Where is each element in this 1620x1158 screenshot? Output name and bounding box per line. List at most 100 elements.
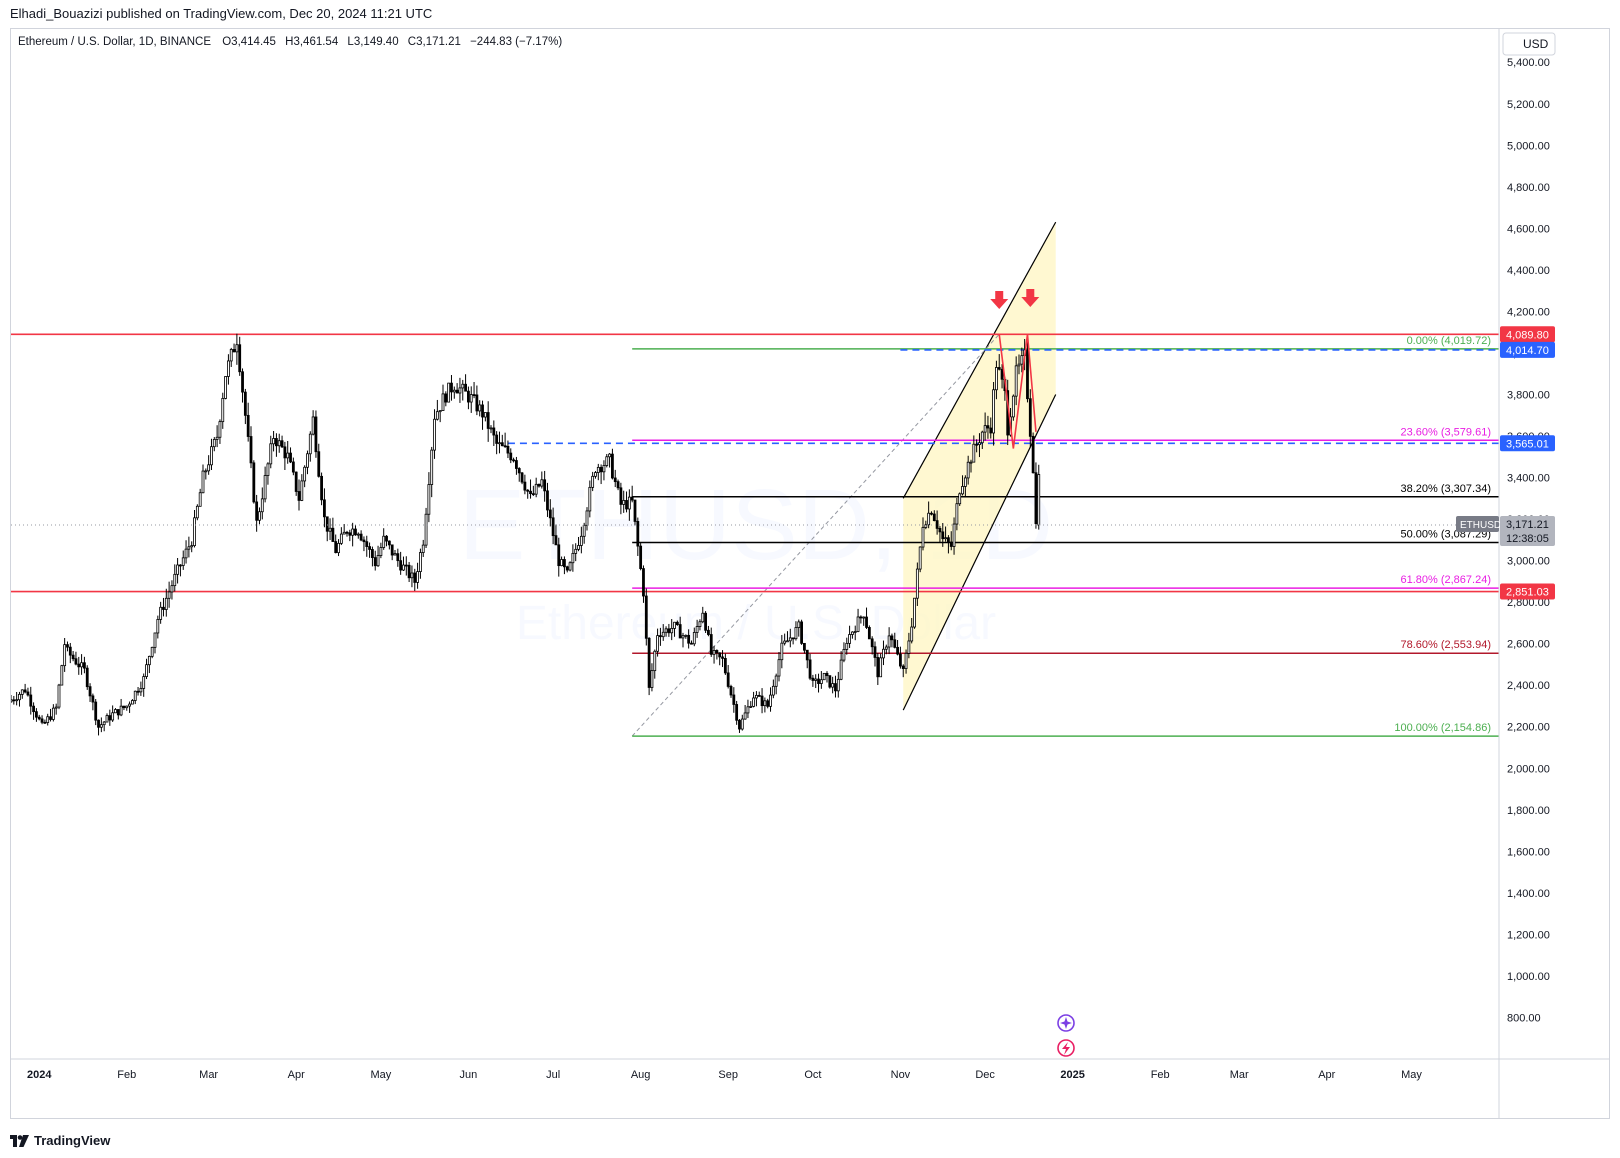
fib-close-paren: ) <box>1487 574 1491 586</box>
candle-body <box>60 665 64 686</box>
candle-body <box>757 694 761 697</box>
candle-body <box>924 524 928 528</box>
candle-body <box>540 479 544 487</box>
candle-body <box>819 679 823 684</box>
lightning-icon[interactable] <box>1057 1039 1075 1057</box>
candle-body <box>814 678 818 681</box>
candle-body <box>416 571 419 583</box>
double-top-pattern[interactable] <box>998 334 1037 449</box>
level-badge <box>1500 435 1555 452</box>
candle-body <box>512 459 515 462</box>
x-tick-label: Jun <box>460 1069 478 1081</box>
candle-body <box>235 344 239 353</box>
candle-body <box>297 491 301 501</box>
candle-body <box>427 484 431 515</box>
candle-body <box>116 709 120 716</box>
candle-body <box>303 466 307 482</box>
candle-body <box>283 446 287 459</box>
candle-body <box>670 628 674 634</box>
candle-body <box>458 387 462 394</box>
legend-low-label: L <box>347 36 354 48</box>
candle-body <box>49 716 52 720</box>
candle-body <box>195 505 199 519</box>
candle-body <box>139 687 143 693</box>
candle-body <box>26 691 30 696</box>
fib-price: 2,154.86 <box>1445 722 1488 734</box>
candle-body <box>382 535 386 548</box>
candle-body <box>207 464 211 472</box>
candle-body <box>390 544 394 556</box>
fibonacci-retracement[interactable]: 0.00% (4,019.72)23.60% (3,579.61)38.20% … <box>631 333 1499 737</box>
candle-body <box>715 650 719 654</box>
x-tick-label: Jul <box>546 1069 560 1081</box>
candle-body <box>845 642 849 650</box>
candle-body <box>546 490 549 511</box>
candle-body <box>684 634 688 637</box>
candle-body <box>836 678 840 692</box>
y-tick-label: 3,400.00 <box>1507 473 1550 485</box>
candle-body <box>156 619 160 634</box>
candle-body <box>910 626 914 642</box>
y-tick-label: 5,000.00 <box>1507 140 1550 152</box>
candle-body <box>1017 363 1021 367</box>
candle-body <box>831 683 835 688</box>
level-badge <box>1500 341 1555 358</box>
candle-body <box>870 638 874 648</box>
candle-body <box>489 427 493 430</box>
candle-body <box>11 699 13 703</box>
candle-body <box>963 477 967 487</box>
tradingview-footer[interactable]: TradingView <box>10 1133 110 1148</box>
legend-close: 3,171.21 <box>416 36 461 48</box>
candle-body <box>938 528 942 533</box>
candle-body <box>108 715 112 721</box>
sparkle-icon[interactable] <box>1057 1014 1075 1032</box>
candle-body <box>275 438 278 447</box>
chart-frame[interactable]: ETHUSD, 1D Ethereum / U.S. Dollar 0.00% … <box>10 28 1610 1119</box>
candle-body <box>193 517 196 547</box>
candle-body <box>419 552 422 573</box>
fib-close-paren: ) <box>1487 335 1491 347</box>
candle-body <box>486 412 490 429</box>
candle-body <box>1026 349 1029 400</box>
candle-body <box>354 528 357 536</box>
candle-body <box>718 652 722 658</box>
candle-body <box>40 718 44 723</box>
candle-body <box>630 496 634 501</box>
price-chart[interactable]: ETHUSD, 1D Ethereum / U.S. Dollar 0.00% … <box>11 29 1609 1118</box>
candle-body <box>385 535 388 542</box>
candle-body <box>997 367 1001 370</box>
candle-body <box>585 510 589 526</box>
currency-button[interactable]: USD <box>1502 32 1556 56</box>
fib-level-label: 61.80% (2,867.24) <box>1400 574 1491 586</box>
candle-body <box>91 695 95 703</box>
candle-body <box>272 438 275 445</box>
candle-body <box>803 642 806 651</box>
horizontal-levels[interactable] <box>11 333 1499 593</box>
candle-body <box>681 635 685 639</box>
candle-body <box>145 664 148 677</box>
candle-body <box>992 389 995 434</box>
candle-body <box>729 686 733 696</box>
arrows[interactable] <box>990 288 1040 310</box>
candle-body <box>918 546 922 570</box>
legend-high: 3,461.54 <box>293 36 338 48</box>
fib-ratio: 61.80% <box>1400 574 1438 586</box>
candle-body <box>184 548 188 559</box>
candle-body <box>571 552 575 564</box>
candle-body <box>204 470 208 473</box>
candle-body <box>726 672 730 687</box>
candle-body <box>387 540 391 546</box>
fib-ratio: 100.00% <box>1394 722 1438 734</box>
candle-body <box>85 667 89 688</box>
candle-body <box>766 700 770 707</box>
candle-body <box>941 531 945 540</box>
fib-open-paren: ( <box>1438 574 1445 586</box>
y-tick-label: 2,600.00 <box>1507 639 1550 651</box>
candle-body <box>433 418 436 451</box>
fib-open-paren: ( <box>1438 722 1445 734</box>
candle-body <box>452 389 456 393</box>
candle-body <box>876 657 880 678</box>
candle-body <box>46 716 50 723</box>
candle-body <box>760 695 764 707</box>
candle-body <box>379 547 383 556</box>
